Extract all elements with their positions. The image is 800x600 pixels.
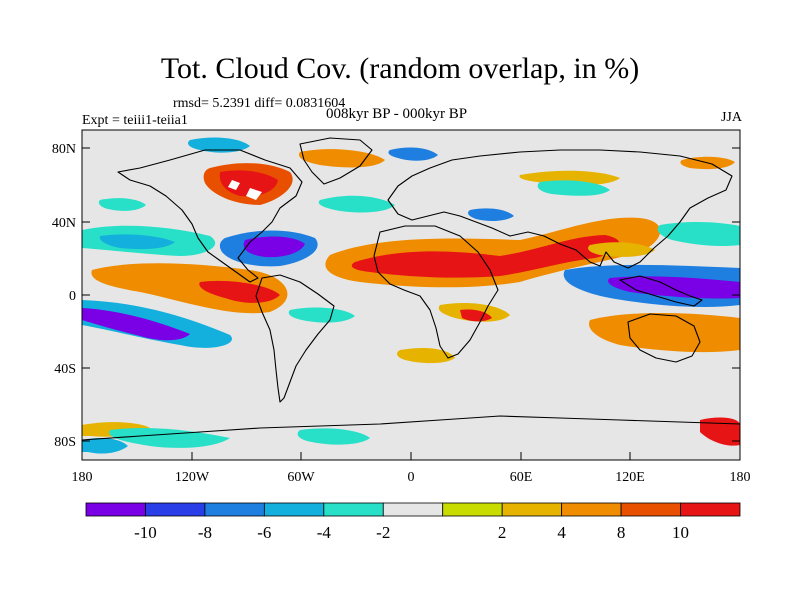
colorbar-label: 2	[498, 523, 507, 542]
colorbar-swatch	[442, 502, 503, 517]
lat-tick: 40S	[54, 362, 76, 377]
north-america-coast	[117, 149, 303, 283]
season-label: JJA	[720, 110, 742, 125]
colorbar-swatch	[561, 502, 622, 517]
colorbar-labels: -10 -8 -6 -4 -2 2 4 8 10	[134, 523, 689, 542]
latitude-labels: 80N 40N 0 40S 80S	[52, 142, 76, 450]
colorbar-swatch	[204, 502, 265, 517]
lon-tick: 120W	[175, 470, 210, 485]
colorbar-label: 4	[557, 523, 566, 542]
lat-tick: 80N	[52, 142, 76, 157]
south-america-coast	[255, 274, 335, 403]
lat-tick: 80S	[54, 435, 76, 450]
map-title: Tot. Cloud Cov. (random overlap, in %)	[160, 52, 640, 85]
experiment-label: Expt = teiii1-teiia1	[82, 113, 188, 128]
anomaly-field	[82, 130, 740, 460]
africa-coast	[373, 225, 499, 359]
tick-marks	[81, 147, 741, 460]
lat-tick: 40N	[52, 216, 76, 231]
lon-tick: 60E	[510, 470, 533, 485]
colorbar-label: 8	[617, 523, 626, 542]
colorbar-swatch	[680, 502, 741, 517]
lon-tick: 120E	[615, 470, 645, 485]
stats-line: rmsd= 5.2391 diff= 0.0831604	[173, 96, 346, 111]
australia-coast	[627, 313, 701, 363]
greenland-coast	[299, 137, 373, 185]
colorbar	[85, 502, 741, 517]
antarctica-coast	[82, 415, 740, 441]
negative-anomaly-patches	[82, 137, 740, 454]
lat-tick: 0	[69, 289, 76, 304]
colorbar-swatch	[501, 502, 563, 517]
colorbar-label: -2	[376, 523, 390, 542]
colorbar-swatch	[323, 502, 384, 517]
colorbar-label: -8	[198, 523, 212, 542]
coastlines	[82, 137, 740, 441]
lon-tick: 60W	[287, 470, 315, 485]
maritime-asia-coast	[619, 275, 703, 307]
colorbar-swatch	[620, 502, 681, 517]
colorbar-label: -4	[317, 523, 332, 542]
period-label: 008kyr BP - 000kyr BP	[326, 106, 468, 122]
colorbar-swatch	[263, 502, 325, 517]
colorbar-swatch	[382, 502, 444, 517]
lon-tick: 0	[408, 470, 415, 485]
colorbar-swatch	[145, 502, 206, 517]
eurasia-coast	[387, 149, 733, 269]
lon-tick: 180	[72, 470, 93, 485]
lon-tick: 180	[730, 470, 751, 485]
colorbar-label: -10	[134, 523, 157, 542]
longitude-labels: 180 120W 60W 0 60E 120E 180	[72, 470, 751, 485]
colorbar-label: 10	[672, 523, 689, 542]
colorbar-label: -6	[257, 523, 271, 542]
colorbar-swatch	[85, 502, 146, 517]
